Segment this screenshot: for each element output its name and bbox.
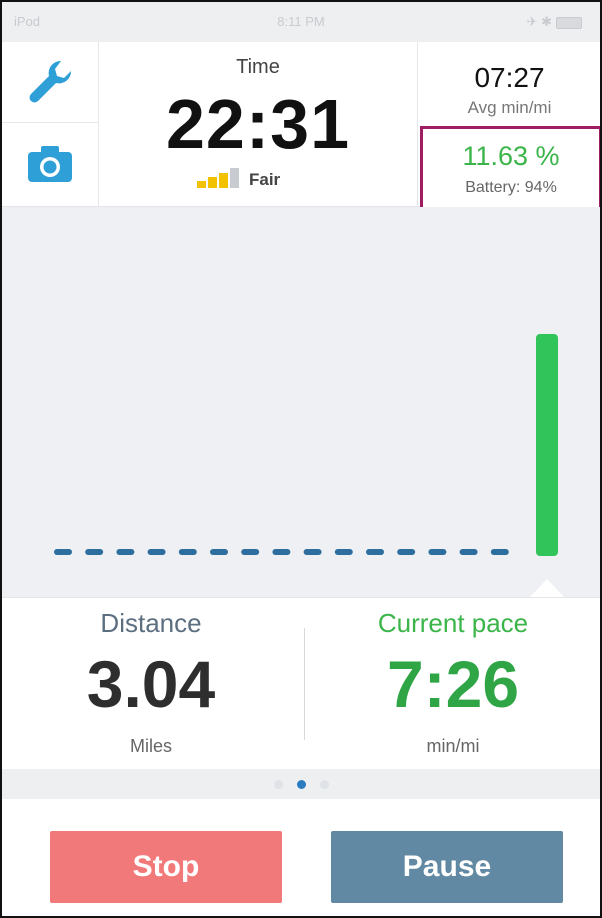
baseline-segment bbox=[54, 549, 72, 555]
distance-value: 3.04 bbox=[86, 647, 216, 721]
avg-pace-label: Avg min/mi bbox=[467, 98, 552, 117]
stats-divider bbox=[304, 628, 305, 740]
current-pace-unit: min/mi bbox=[426, 736, 480, 756]
stop-button[interactable]: Stop bbox=[50, 831, 282, 903]
page-dot[interactable] bbox=[273, 779, 283, 789]
run-header: Time 22:31 Fair 07:27 Avg min/mi 11.63 %… bbox=[2, 42, 600, 210]
status-bar: iPod 8:11 PM ✈ ✱ bbox=[2, 2, 600, 42]
time-label: Time bbox=[236, 56, 280, 78]
baseline-segment bbox=[147, 549, 166, 555]
page-dot[interactable] bbox=[319, 779, 329, 789]
baseline-segment bbox=[241, 549, 260, 555]
baseline-segment bbox=[490, 549, 509, 555]
baseline-segment bbox=[459, 549, 478, 555]
pace-chart-svg bbox=[54, 334, 564, 597]
chart-pointer bbox=[530, 579, 564, 597]
pace-chart bbox=[2, 207, 600, 597]
time-panel: Time 22:31 Fair bbox=[99, 42, 417, 206]
current-pace-panel: Current pace 7:26 min/mi bbox=[304, 598, 600, 770]
carrier-label: iPod bbox=[14, 14, 41, 29]
baseline-segment bbox=[210, 549, 228, 555]
settings-button[interactable] bbox=[2, 42, 98, 123]
baseline-segment bbox=[366, 549, 384, 555]
distance-panel: Distance 3.04 Miles bbox=[2, 598, 300, 770]
current-pace-value: 7:26 bbox=[386, 647, 520, 721]
wrench-icon bbox=[29, 60, 72, 103]
percent-value: 11.63 % bbox=[462, 141, 560, 171]
page-dot-active[interactable] bbox=[296, 779, 306, 789]
status-clock: 8:11 PM bbox=[277, 14, 325, 29]
baseline-segment bbox=[272, 549, 291, 555]
status-battery-icon: ✈ ✱ bbox=[527, 14, 582, 30]
current-pace-bar bbox=[536, 334, 558, 556]
baseline-segment bbox=[334, 549, 353, 555]
distance-unit: Miles bbox=[129, 736, 172, 756]
baseline-segment bbox=[85, 549, 104, 555]
pause-button[interactable]: Pause bbox=[331, 831, 563, 903]
gps-signal-icon bbox=[197, 168, 239, 188]
current-pace-label: Current pace bbox=[377, 608, 529, 638]
action-bar: Stop Pause bbox=[2, 799, 600, 916]
baseline-segment bbox=[178, 549, 197, 555]
camera-button[interactable] bbox=[2, 124, 98, 204]
stats-panel: 07:27 Avg min/mi 11.63 % Battery: 94% bbox=[417, 42, 600, 210]
battery-label: Battery: 94% bbox=[465, 179, 557, 196]
elapsed-time: 22:31 bbox=[165, 85, 351, 163]
distance-label: Distance bbox=[100, 608, 202, 638]
run-stats: Distance 3.04 Miles Current pace 7:26 mi… bbox=[2, 597, 600, 770]
baseline-segment bbox=[303, 549, 322, 555]
avg-pace-value: 07:27 bbox=[474, 62, 545, 93]
camera-icon bbox=[28, 146, 72, 182]
baseline-segment bbox=[397, 549, 416, 555]
baseline-segment bbox=[428, 549, 447, 555]
tool-column bbox=[2, 42, 99, 206]
baseline-segment bbox=[116, 549, 135, 555]
battery-stat-box: 11.63 % Battery: 94% bbox=[420, 126, 600, 210]
gps-signal-label: Fair bbox=[249, 170, 281, 189]
page-indicator[interactable] bbox=[2, 769, 600, 799]
